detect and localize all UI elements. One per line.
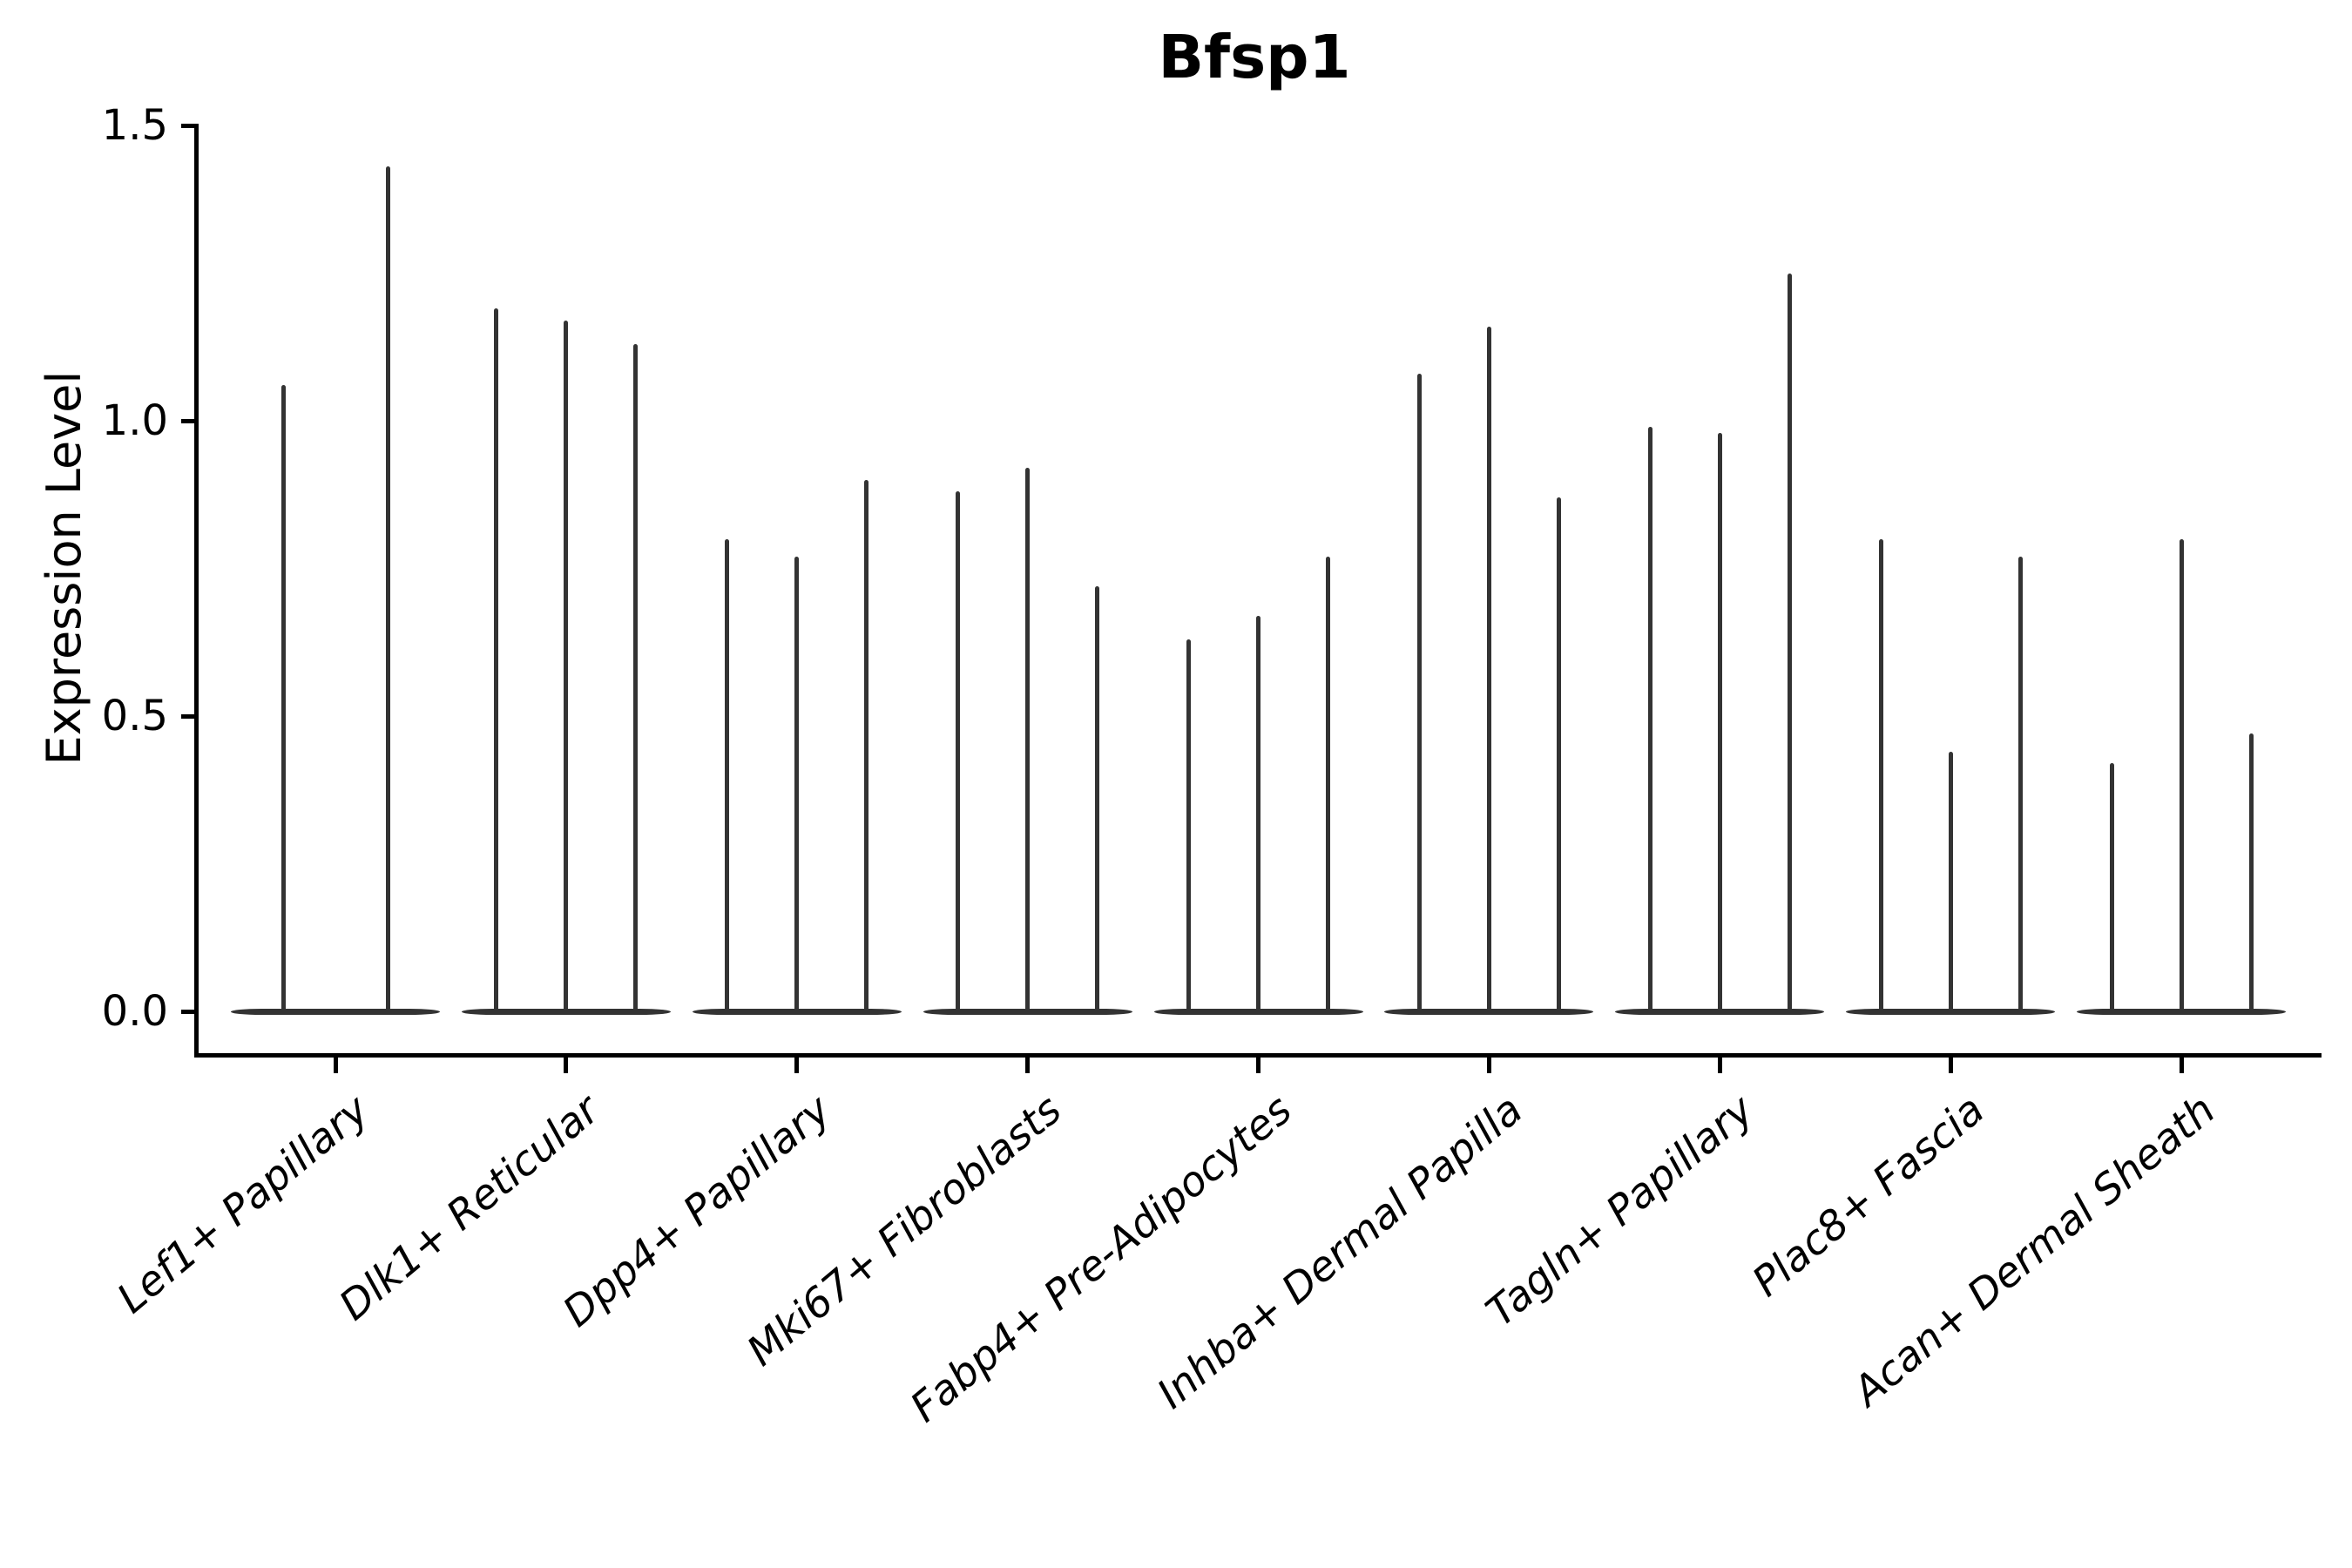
violin-spike — [1647, 426, 1652, 1013]
violin-spike — [1556, 497, 1561, 1013]
y-tick-label: 1.0 — [101, 396, 168, 445]
y-axis-label: Expression Level — [37, 370, 91, 766]
violin-spike — [1948, 751, 1953, 1013]
x-tick-label: Fabp4+ Pre-Adipocytes — [902, 1085, 1301, 1432]
violin-base — [231, 1008, 440, 1015]
violin-spike — [385, 166, 390, 1013]
x-tick — [2179, 1058, 2184, 1073]
violin-spike — [1878, 538, 1883, 1013]
violin-spike — [1486, 326, 1491, 1013]
violin-spike — [633, 343, 639, 1013]
x-tick-label: Plac8+ Fascia — [1743, 1085, 1994, 1307]
x-axis-spine — [194, 1053, 2322, 1058]
y-tick-label: 1.5 — [101, 101, 168, 150]
x-tick — [333, 1058, 338, 1073]
violin-spike — [494, 308, 499, 1013]
x-tick — [564, 1058, 569, 1073]
plot-title: Bfsp1 — [1158, 23, 1351, 92]
y-tick — [181, 123, 194, 128]
x-tick — [1256, 1058, 1260, 1073]
violin-spike — [794, 556, 800, 1013]
violin-spike — [2109, 763, 2114, 1013]
violin-spike — [564, 320, 569, 1013]
violin-spike — [1186, 639, 1191, 1013]
violin-spike — [1025, 468, 1031, 1013]
y-tick-label: 0.5 — [101, 692, 168, 740]
violin-spike — [1256, 615, 1260, 1013]
violin-spike — [2017, 556, 2023, 1013]
violin-spike — [280, 385, 286, 1013]
x-tick — [794, 1058, 800, 1073]
violin-spike — [956, 491, 961, 1013]
violin-spike — [864, 479, 869, 1013]
violin-spike — [725, 538, 730, 1013]
y-axis-spine — [194, 124, 199, 1058]
x-tick — [1717, 1058, 1722, 1073]
violin-spike — [2179, 538, 2184, 1013]
y-tick — [181, 1009, 194, 1014]
violin-spike — [2248, 733, 2254, 1013]
violin-spike — [1416, 373, 1422, 1013]
violin-spike — [1326, 556, 1330, 1013]
violin-spike — [1095, 585, 1100, 1013]
x-tick — [1486, 1058, 1491, 1073]
violin-spike — [1787, 273, 1792, 1013]
x-tick — [1948, 1058, 1953, 1073]
y-tick-label: 0.0 — [101, 987, 168, 1036]
x-tick-label: Inhba+ Dermal Papilla — [1148, 1085, 1532, 1419]
y-tick — [181, 713, 194, 719]
x-tick — [1025, 1058, 1031, 1073]
y-tick — [181, 418, 194, 423]
violin-spike — [1717, 432, 1722, 1013]
